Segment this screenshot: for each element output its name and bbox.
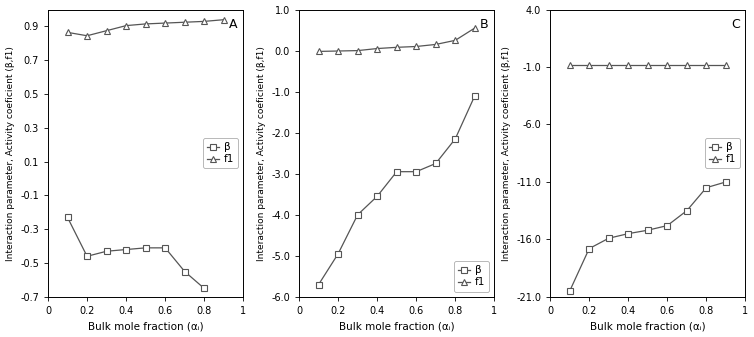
f1 [219, 18, 228, 22]
Line: β: β [566, 179, 729, 294]
Line: β: β [64, 214, 207, 292]
Legend: β, f1: β, f1 [705, 138, 740, 168]
β [121, 247, 130, 251]
f1 [431, 42, 440, 47]
f1 [333, 49, 342, 53]
β [412, 170, 421, 174]
β [392, 170, 401, 174]
β [63, 215, 72, 219]
f1 [392, 45, 401, 49]
f1 [682, 63, 691, 67]
f1 [353, 49, 362, 53]
β [663, 223, 672, 227]
β [161, 246, 170, 250]
β [722, 180, 731, 184]
β [431, 161, 440, 165]
Line: β: β [315, 93, 478, 288]
X-axis label: Bulk mole fraction (αᵢ): Bulk mole fraction (αᵢ) [87, 321, 204, 332]
Legend: β, f1: β, f1 [203, 138, 238, 168]
f1 [624, 63, 633, 67]
f1 [82, 34, 91, 38]
β [141, 246, 150, 250]
Line: f1: f1 [315, 25, 478, 55]
β [451, 137, 460, 141]
f1 [702, 63, 711, 67]
f1 [412, 44, 421, 49]
f1 [663, 63, 672, 67]
f1 [584, 63, 593, 67]
β [82, 254, 91, 258]
β [604, 236, 613, 240]
β [643, 228, 652, 232]
β [470, 94, 480, 98]
f1 [604, 63, 613, 67]
X-axis label: Bulk mole fraction (αᵢ): Bulk mole fraction (αᵢ) [590, 321, 706, 332]
Y-axis label: Interaction parameter, Activity coeficient (β,f1): Interaction parameter, Activity coeficie… [501, 46, 510, 261]
f1 [63, 30, 72, 34]
f1 [121, 24, 130, 28]
Text: B: B [480, 18, 489, 31]
Legend: β, f1: β, f1 [454, 261, 489, 292]
f1 [372, 47, 382, 51]
f1 [200, 19, 209, 23]
f1 [470, 26, 480, 30]
f1 [161, 21, 170, 25]
f1 [566, 63, 575, 67]
β [566, 289, 575, 293]
Text: A: A [229, 18, 238, 31]
f1 [180, 20, 189, 24]
f1 [314, 50, 323, 54]
β [102, 249, 111, 253]
β [200, 286, 209, 290]
Y-axis label: Interaction parameter, Activity coeficient (β,f1): Interaction parameter, Activity coeficie… [256, 46, 265, 261]
β [702, 186, 711, 190]
β [333, 252, 342, 256]
Line: f1: f1 [64, 17, 227, 39]
β [180, 270, 189, 274]
X-axis label: Bulk mole fraction (αᵢ): Bulk mole fraction (αᵢ) [339, 321, 455, 332]
f1 [722, 63, 731, 67]
Line: f1: f1 [566, 62, 729, 68]
f1 [451, 38, 460, 42]
β [682, 209, 691, 213]
f1 [643, 63, 652, 67]
β [624, 232, 633, 236]
β [372, 194, 382, 198]
f1 [141, 22, 150, 26]
β [584, 247, 593, 251]
Text: C: C [731, 18, 740, 31]
Y-axis label: Interaction parameter, Activity coeficient (β,f1): Interaction parameter, Activity coeficie… [5, 46, 14, 261]
β [353, 213, 362, 217]
f1 [102, 29, 111, 33]
β [314, 282, 323, 286]
